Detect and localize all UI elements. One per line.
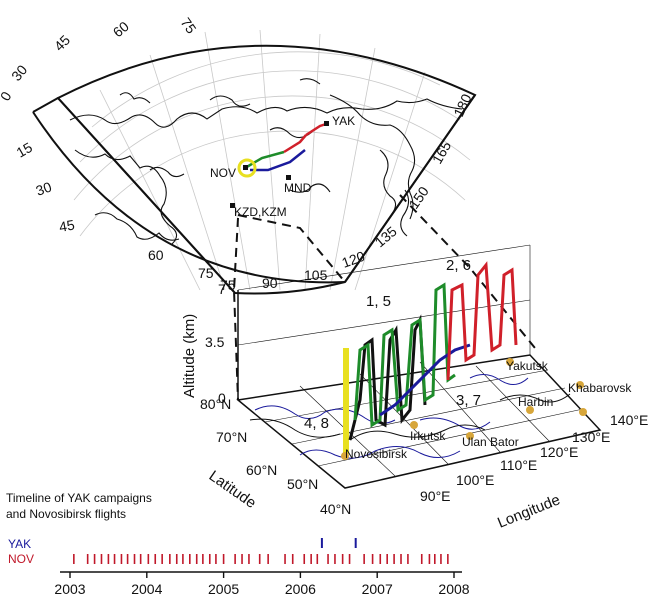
timeline: Timeline of YAK campaigns and Novosibirs… bbox=[6, 491, 470, 597]
timeline-title-line2: and Novosibirsk flights bbox=[6, 507, 126, 521]
svg-text:Khabarovsk: Khabarovsk bbox=[568, 381, 632, 395]
svg-text:70°N: 70°N bbox=[216, 429, 247, 445]
svg-text:40°N: 40°N bbox=[320, 501, 351, 517]
station-yak-label: YAK bbox=[332, 114, 355, 128]
longitude-axis-label: Longitude bbox=[495, 491, 562, 531]
map-degree-labels: 0 15 30 45 60 75 30 45 60 75 75 90 105 1… bbox=[0, 15, 475, 293]
altitude-tick-0: 0 bbox=[218, 390, 226, 406]
svg-text:45: 45 bbox=[51, 32, 73, 54]
svg-text:60°N: 60°N bbox=[246, 462, 277, 478]
timeline-nov-events bbox=[73, 554, 449, 564]
flight-profiles bbox=[348, 261, 518, 441]
svg-text:15: 15 bbox=[14, 139, 36, 161]
flight-label-1-5: 1, 5 bbox=[366, 293, 391, 310]
svg-text:105: 105 bbox=[304, 267, 328, 283]
novosibirsk-highlight bbox=[237, 158, 257, 178]
svg-text:140°E: 140°E bbox=[610, 412, 648, 428]
station-kzd-marker bbox=[230, 203, 235, 208]
flight-label-2-6: 2, 6 bbox=[446, 257, 471, 274]
svg-text:60: 60 bbox=[110, 18, 132, 40]
svg-text:75: 75 bbox=[220, 277, 236, 293]
flight-label-4-8: 4, 8 bbox=[304, 415, 329, 432]
svg-text:150: 150 bbox=[405, 183, 432, 211]
city-labels: Novosibirsk Irkutsk Ulan Bator Harbin Ya… bbox=[345, 359, 632, 461]
station-nov-marker bbox=[243, 165, 248, 170]
timeline-nov-label: NOV bbox=[8, 552, 34, 566]
svg-text:130°E: 130°E bbox=[572, 429, 610, 445]
svg-text:75: 75 bbox=[198, 265, 214, 281]
station-yak-marker bbox=[324, 121, 329, 126]
timeline-yak-events bbox=[320, 538, 357, 548]
flight-label-3-7: 3, 7 bbox=[456, 392, 481, 409]
svg-text:Novosibirsk: Novosibirsk bbox=[345, 447, 408, 461]
svg-text:Irkutsk: Irkutsk bbox=[410, 429, 446, 443]
box-base bbox=[236, 354, 602, 489]
svg-text:120°E: 120°E bbox=[540, 444, 578, 460]
map-frame bbox=[56, 44, 477, 295]
box-map-borders bbox=[249, 393, 571, 441]
svg-text:30: 30 bbox=[8, 62, 30, 84]
svg-text:Ulan Bator: Ulan Bator bbox=[462, 435, 519, 449]
svg-text:30: 30 bbox=[34, 178, 54, 198]
svg-text:180: 180 bbox=[450, 91, 474, 119]
svg-text:110°E: 110°E bbox=[500, 457, 537, 473]
year-tick-label: 2004 bbox=[131, 581, 162, 597]
svg-text:Harbin: Harbin bbox=[518, 395, 553, 409]
svg-text:165: 165 bbox=[429, 138, 455, 166]
map-outer-arc bbox=[32, 111, 346, 284]
longitude-ticks: 90°E 100°E 110°E 120°E 130°E 140°E bbox=[420, 412, 648, 504]
svg-text:90°E: 90°E bbox=[420, 488, 451, 504]
altitude-tick-7: 7 bbox=[218, 281, 226, 297]
svg-text:135: 135 bbox=[372, 223, 400, 250]
altitude-axis-label: Altitude (km) bbox=[181, 314, 198, 398]
map-coastlines bbox=[69, 78, 463, 245]
svg-text:80°N: 80°N bbox=[200, 396, 231, 412]
station-kzd-label: KZD,KZM bbox=[234, 205, 287, 219]
year-tick-label: 2007 bbox=[362, 581, 393, 597]
svg-text:120: 120 bbox=[340, 248, 368, 271]
svg-text:100°E: 100°E bbox=[456, 472, 494, 488]
map-flight-track bbox=[244, 122, 327, 172]
city-markers bbox=[341, 358, 587, 460]
timeline-year-ticks: 2003 2004 2005 2006 2007 2008 bbox=[54, 572, 470, 597]
svg-text:45: 45 bbox=[58, 216, 76, 234]
latitude-ticks: 80°N 70°N 60°N 50°N 40°N bbox=[200, 396, 351, 517]
year-tick-label: 2008 bbox=[438, 581, 469, 597]
box-3d: Novosibirsk Irkutsk Ulan Bator Harbin Ya… bbox=[181, 244, 648, 532]
svg-text:90: 90 bbox=[262, 275, 278, 291]
year-tick-label: 2005 bbox=[208, 581, 239, 597]
svg-text:60: 60 bbox=[148, 247, 164, 263]
svg-text:75: 75 bbox=[178, 15, 200, 37]
svg-text:Yakutsk: Yakutsk bbox=[506, 359, 549, 373]
timeline-title-line1: Timeline of YAK campaigns bbox=[6, 491, 152, 505]
year-tick-label: 2003 bbox=[54, 581, 85, 597]
year-tick-label: 2006 bbox=[285, 581, 316, 597]
timeline-yak-label: YAK bbox=[8, 537, 31, 551]
station-mnd-label: MND bbox=[284, 181, 312, 195]
station-mnd-marker bbox=[286, 175, 291, 180]
svg-text:0: 0 bbox=[0, 89, 15, 104]
station-nov-label: NOV bbox=[210, 166, 236, 180]
novosibirsk-profile bbox=[343, 348, 349, 454]
altitude-tick-3-5: 3.5 bbox=[205, 334, 225, 350]
polar-map: NOV MND YAK KZD,KZM 0 15 30 45 60 75 30 … bbox=[0, 15, 536, 401]
svg-text:50°N: 50°N bbox=[287, 476, 318, 492]
